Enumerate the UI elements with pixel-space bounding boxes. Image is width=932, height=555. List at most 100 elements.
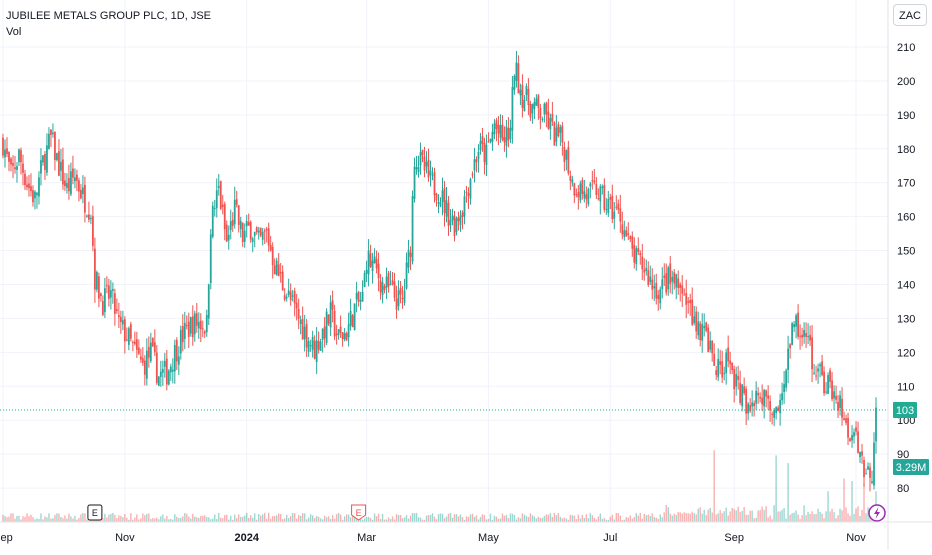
candle-body bbox=[415, 167, 418, 170]
volume-bar bbox=[495, 516, 498, 522]
candle-body bbox=[627, 233, 630, 235]
candle-body bbox=[747, 403, 750, 414]
volume-bar bbox=[194, 516, 196, 522]
volume-bar bbox=[104, 513, 106, 522]
volume-bar bbox=[437, 513, 440, 522]
candle-body bbox=[585, 194, 588, 200]
volume-bar bbox=[811, 511, 813, 522]
candle-body bbox=[853, 432, 855, 437]
candle-body bbox=[22, 163, 24, 173]
volume-bar bbox=[224, 515, 226, 522]
volume-bar bbox=[134, 517, 136, 522]
volume-bar bbox=[803, 505, 805, 522]
volume-bar bbox=[262, 514, 264, 522]
volume-bar bbox=[8, 516, 10, 522]
volume-bar bbox=[455, 514, 458, 522]
volume-bar bbox=[363, 518, 366, 522]
candle-body bbox=[359, 299, 362, 302]
volume-bar bbox=[297, 514, 300, 522]
price-tick-label: 160 bbox=[897, 212, 915, 224]
currency-button[interactable]: ZAC bbox=[893, 4, 927, 26]
volume-bar bbox=[329, 519, 332, 522]
candle-body bbox=[797, 312, 799, 337]
candle-body bbox=[44, 154, 46, 170]
candle-body bbox=[693, 316, 696, 324]
candle-body bbox=[273, 265, 276, 275]
volume-bar bbox=[629, 515, 631, 522]
volume-bar bbox=[46, 517, 48, 522]
candle-body bbox=[831, 380, 833, 400]
candle-body bbox=[463, 196, 466, 217]
volume-bar bbox=[761, 506, 763, 522]
lightning-icon bbox=[868, 504, 886, 522]
volume-bar bbox=[254, 513, 256, 522]
candle-body bbox=[309, 345, 312, 347]
candle-body bbox=[595, 183, 598, 196]
volume-bar bbox=[353, 514, 356, 522]
volume-bar bbox=[212, 518, 214, 522]
volume-bar bbox=[469, 514, 472, 522]
volume-bar bbox=[833, 512, 835, 522]
time-axis[interactable]: SepNov2024MarMayJulSepNov2025 bbox=[0, 521, 932, 544]
candle-body bbox=[635, 248, 638, 264]
symbol-title[interactable]: JUBILEE METALS GROUP PLC, 1D, JSE bbox=[6, 10, 211, 22]
volume-bar bbox=[847, 513, 849, 522]
candle-body bbox=[507, 128, 510, 141]
volume-bar bbox=[827, 491, 829, 522]
candle-body bbox=[819, 364, 821, 367]
volume-legend[interactable]: Vol bbox=[6, 26, 22, 38]
candle-body bbox=[423, 156, 426, 171]
volume-bar bbox=[118, 515, 120, 522]
candle-body bbox=[441, 190, 444, 203]
candle-body bbox=[551, 113, 554, 122]
candlesticks bbox=[2, 50, 877, 492]
candle-body bbox=[299, 319, 302, 324]
candle-body bbox=[535, 98, 538, 106]
volume-bar bbox=[487, 519, 490, 522]
candle-body bbox=[201, 328, 204, 330]
volume-bar bbox=[657, 518, 659, 522]
candle-body bbox=[225, 224, 228, 242]
candle-body bbox=[167, 370, 170, 385]
candle-body bbox=[371, 260, 374, 272]
volume-bar bbox=[30, 514, 32, 522]
candle-body bbox=[489, 138, 492, 142]
candle-body bbox=[249, 221, 252, 240]
volume-bar bbox=[160, 516, 162, 522]
candle-body bbox=[295, 302, 298, 309]
price-axis[interactable]: 80 90 100 110 120 130 140 150 160 170 180 190 200 210… bbox=[887, 0, 929, 550]
volume-bar bbox=[633, 517, 635, 522]
candle-body bbox=[127, 328, 130, 345]
volume-bar bbox=[435, 519, 438, 522]
candle-body bbox=[473, 159, 476, 171]
candle-body bbox=[773, 409, 776, 418]
volume-bar bbox=[180, 517, 182, 522]
volume-bar bbox=[365, 516, 368, 522]
volume-bar bbox=[108, 514, 110, 522]
volume-bar bbox=[130, 513, 132, 522]
candle-body bbox=[227, 234, 230, 241]
volume-bar bbox=[222, 518, 224, 522]
candle-body bbox=[293, 290, 296, 304]
candle-body bbox=[445, 200, 448, 217]
volume-bar bbox=[345, 514, 348, 522]
volume-bar bbox=[44, 516, 46, 522]
volume-bar bbox=[188, 516, 190, 522]
candle-body bbox=[601, 186, 604, 189]
candle-body bbox=[291, 295, 294, 297]
candle-body bbox=[217, 186, 220, 188]
volume-bar bbox=[639, 512, 641, 522]
candle-body bbox=[623, 230, 626, 237]
volume-bar bbox=[170, 519, 172, 522]
volume-bar bbox=[783, 508, 785, 522]
candle-body bbox=[399, 287, 402, 295]
candle-body bbox=[781, 393, 784, 401]
price-tick-label: 190 bbox=[897, 110, 915, 122]
volume-bar bbox=[681, 513, 683, 522]
volume-bar bbox=[260, 515, 262, 522]
candle-body bbox=[4, 149, 6, 158]
candle-body bbox=[859, 451, 861, 458]
volume-bar bbox=[861, 509, 863, 522]
